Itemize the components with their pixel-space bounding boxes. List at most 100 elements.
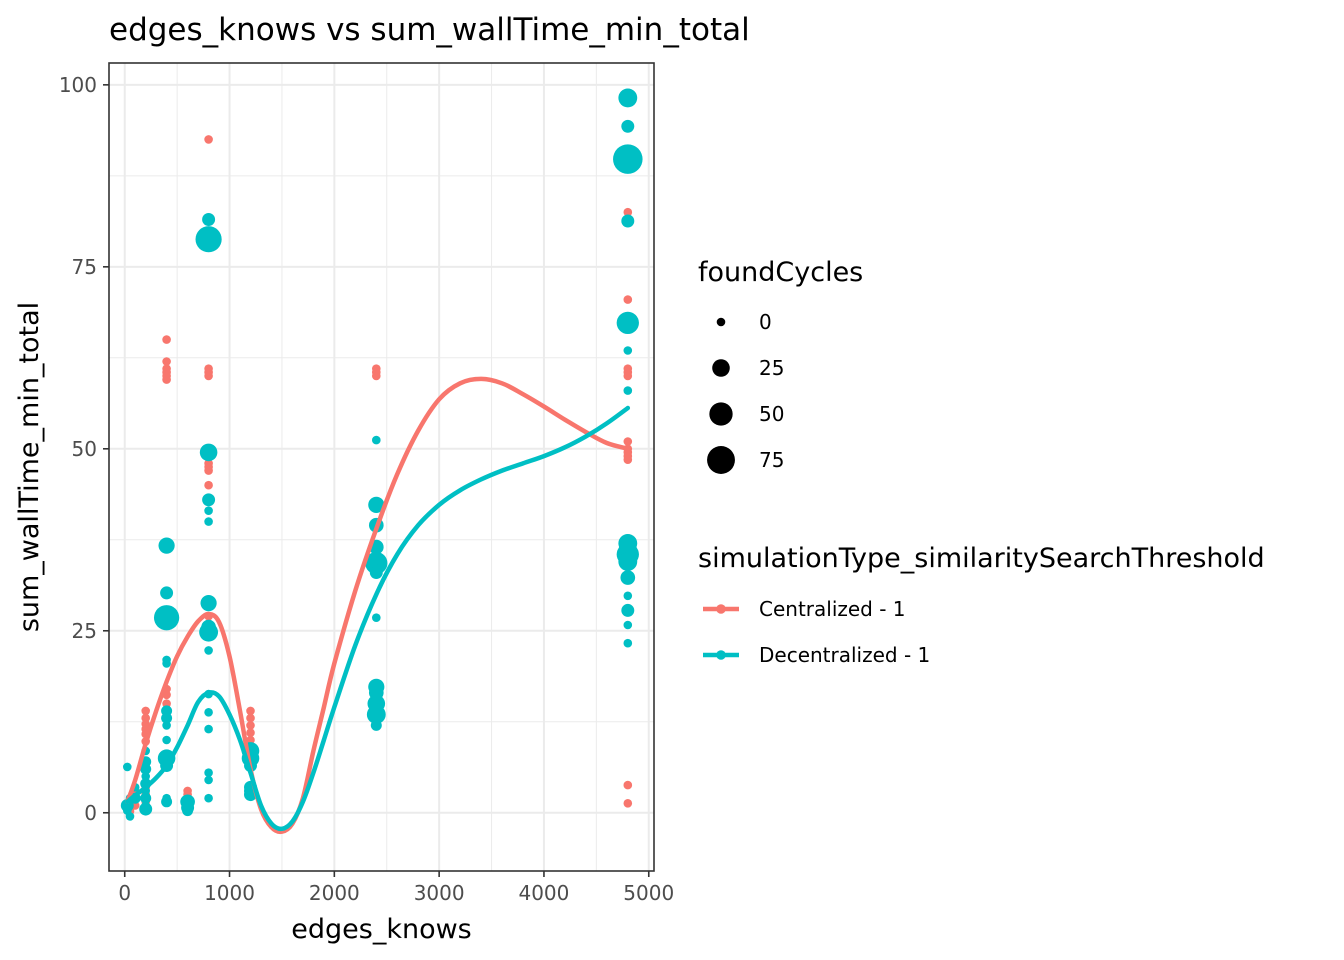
data-point	[199, 443, 218, 462]
data-point	[372, 613, 381, 622]
y-tick-label: 50	[72, 437, 97, 461]
data-point	[623, 386, 633, 395]
data-point	[246, 728, 255, 737]
data-point	[162, 735, 171, 745]
data-point	[200, 595, 217, 612]
data-point	[202, 493, 216, 507]
data-point	[204, 480, 213, 490]
data-point	[623, 437, 633, 446]
data-point	[621, 119, 635, 133]
y-axis-ticks: 0 25 50 75 100	[59, 73, 109, 825]
data-point	[204, 466, 213, 475]
size-legend-key	[709, 402, 733, 426]
data-point	[204, 506, 213, 515]
size-legend: foundCycles 0 25 50 75	[698, 257, 863, 474]
data-point	[368, 496, 385, 513]
data-point	[204, 775, 213, 785]
data-point	[158, 537, 175, 554]
size-legend-key	[712, 359, 730, 377]
size-legend-label: 25	[759, 356, 784, 380]
data-point	[204, 768, 213, 777]
data-point	[246, 721, 255, 730]
data-point	[162, 721, 171, 730]
data-point	[182, 805, 194, 817]
data-point	[153, 605, 180, 631]
x-tick-label: 5000	[623, 881, 674, 905]
data-point	[204, 646, 213, 655]
x-tick-label: 1000	[204, 881, 255, 905]
data-point	[141, 713, 150, 723]
data-point	[123, 762, 132, 772]
x-tick-label: 2000	[309, 881, 360, 905]
data-point	[369, 566, 383, 579]
color-legend-title: simulationType_similaritySearchThreshold	[698, 543, 1265, 574]
x-tick-label: 4000	[518, 881, 569, 905]
data-point	[140, 792, 152, 804]
color-legend-label: Decentralized - 1	[759, 643, 930, 667]
color-legend: simulationType_similaritySearchThreshold…	[698, 543, 1265, 667]
data-point	[195, 226, 222, 253]
size-legend-label: 0	[759, 310, 772, 334]
data-point	[201, 619, 216, 635]
data-point	[246, 713, 255, 723]
data-point	[204, 371, 213, 381]
color-legend-dot	[716, 604, 726, 614]
data-point	[162, 375, 171, 384]
data-point	[162, 659, 171, 668]
size-legend-label: 50	[759, 402, 784, 426]
color-legend-label: Centralized - 1	[759, 597, 906, 621]
data-point	[616, 311, 639, 335]
x-tick-label: 0	[118, 881, 131, 905]
chart-title: edges_knows vs sum_wallTime_min_total	[109, 12, 750, 48]
data-point	[372, 435, 381, 445]
data-point	[161, 712, 173, 724]
data-point	[621, 603, 635, 617]
data-point	[202, 213, 216, 226]
data-point	[618, 88, 638, 108]
data-point	[162, 699, 171, 708]
data-point	[370, 719, 382, 731]
data-point	[623, 455, 633, 465]
y-axis-title: sum_wallTime_min_total	[14, 302, 45, 632]
data-point	[204, 724, 213, 734]
data-point	[623, 591, 633, 601]
data-point	[162, 357, 171, 366]
size-legend-key	[716, 317, 726, 327]
data-point	[623, 207, 633, 217]
data-point	[623, 780, 633, 790]
plot-background	[109, 63, 654, 871]
data-point	[141, 801, 150, 810]
data-point	[623, 346, 633, 355]
data-point	[125, 812, 135, 821]
data-point	[246, 735, 255, 745]
x-axis-ticks: 0 1000 2000 3000 4000 5000	[118, 871, 674, 905]
data-point	[372, 371, 381, 381]
smooth-line	[125, 405, 631, 832]
data-point	[623, 620, 633, 630]
data-point	[620, 570, 636, 585]
data-point	[162, 335, 171, 344]
smooth-lines	[125, 376, 631, 835]
data-point	[204, 135, 213, 144]
data-point	[623, 295, 633, 304]
data-point	[141, 772, 150, 781]
data-point	[204, 708, 213, 717]
size-legend-label: 75	[759, 448, 784, 472]
x-axis-title: edges_knows	[291, 914, 471, 945]
data-point	[204, 793, 213, 803]
data-point	[623, 799, 633, 808]
y-tick-label: 100	[59, 73, 97, 97]
data-point	[623, 638, 633, 648]
data-point	[618, 552, 638, 572]
size-legend-key	[707, 446, 735, 474]
y-tick-label: 0	[84, 801, 97, 825]
y-tick-label: 25	[72, 619, 97, 643]
data-point	[140, 763, 152, 775]
data-point	[367, 694, 386, 713]
data-point	[162, 793, 171, 803]
data-point	[621, 214, 635, 228]
data-point	[368, 685, 384, 701]
data-point	[141, 706, 150, 716]
size-legend-title: foundCycles	[698, 257, 863, 288]
